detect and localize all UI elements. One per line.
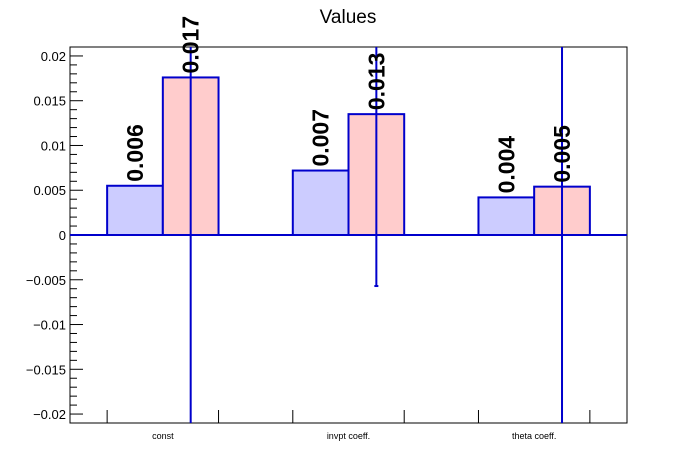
x-category-label: const [152, 431, 174, 441]
data-label: 0.013 [363, 53, 389, 111]
y-tick-label: −0.02 [33, 407, 66, 422]
bar [477, 196, 536, 236]
data-labels-group: 0.006 0.007 0.004 0.017 0.013 0.005 [122, 16, 575, 194]
x-axis: const invpt coeff. theta coeff. [106, 410, 591, 441]
bar [106, 184, 164, 236]
y-tick-label: 0.01 [41, 138, 66, 153]
y-tick-label: 0.015 [33, 94, 66, 109]
x-category-label: theta coeff. [512, 431, 556, 441]
data-label: 0.007 [308, 109, 334, 167]
error-bars-group [189, 47, 564, 423]
y-tick-label: 0 [59, 228, 66, 243]
y-tick-label: −0.01 [33, 318, 66, 333]
data-label: 0.004 [493, 136, 519, 194]
y-tick-label: 0.005 [33, 183, 66, 198]
y-tick-label: 0.02 [41, 49, 66, 64]
chart-title: Values [320, 7, 377, 28]
data-label: 0.005 [549, 125, 575, 183]
data-label: 0.006 [122, 124, 148, 182]
data-label: 0.017 [178, 16, 204, 74]
y-tick-label: −0.005 [26, 273, 66, 288]
x-category-label: invpt coeff. [327, 431, 370, 441]
y-tick-label: −0.015 [26, 362, 66, 377]
bar [291, 169, 350, 237]
